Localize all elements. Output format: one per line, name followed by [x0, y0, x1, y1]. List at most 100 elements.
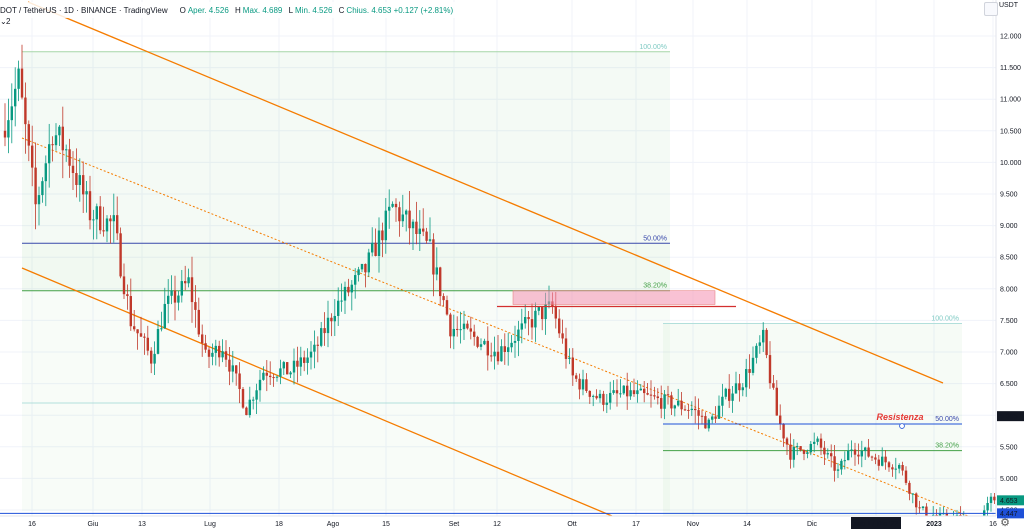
candle-body — [656, 396, 659, 399]
candle-body — [806, 452, 809, 454]
candle-body — [82, 175, 85, 195]
candle-body — [388, 206, 391, 211]
candle-body — [133, 326, 136, 330]
candle-body — [660, 398, 663, 409]
candle-body — [354, 275, 357, 285]
ohlc-values: O Aper. 4.526 H Max. 4.689 L Min. 4.526 C Ch… — [180, 6, 458, 15]
candle-body — [337, 300, 340, 316]
candle-body — [796, 446, 799, 448]
candle-body — [68, 149, 71, 166]
candle-body — [694, 408, 697, 411]
candle-body — [221, 351, 224, 358]
resistance-handle — [899, 423, 905, 429]
time-axis[interactable]: 16 Giu 13 Lug 18 Ago 15 Set 12 Ott 17 Nov 14 Dic sab 1… — [0, 515, 997, 530]
candle-body — [153, 353, 156, 364]
indicator-toggle[interactable]: ⌄2 — [0, 17, 10, 26]
fib1-zone-lower — [22, 290, 670, 511]
candle-body — [894, 468, 897, 470]
candle-body — [915, 493, 918, 508]
candle-body — [173, 290, 177, 303]
candle-body — [241, 389, 245, 408]
candle-body — [445, 300, 449, 315]
candle-body — [622, 385, 625, 394]
time-axis-bg — [0, 516, 996, 530]
time-tick-label: Dic — [807, 521, 818, 528]
chevron-down-icon[interactable]: ⌄ — [0, 17, 7, 26]
candle-body — [112, 215, 115, 222]
candle-body — [700, 415, 704, 417]
candle-body — [122, 276, 126, 295]
fullscreen-button[interactable] — [984, 2, 998, 16]
candle-body — [136, 329, 139, 334]
candle-body — [768, 355, 772, 384]
candle-body — [802, 450, 806, 454]
time-tick-label: 18 — [275, 521, 283, 528]
price-tick-label: 10.500 — [1000, 128, 1022, 135]
candle-body — [14, 88, 17, 107]
candle-body — [238, 373, 241, 390]
candle-body — [615, 390, 619, 394]
time-tick-label: 12 — [493, 521, 501, 528]
price-tag-label: 5.985 — [1000, 414, 1018, 421]
resistance-zone — [512, 290, 716, 305]
candle-body — [530, 319, 534, 328]
candle-body — [666, 394, 670, 396]
candle-body — [938, 513, 942, 517]
candle-body — [813, 441, 816, 444]
candle-body — [870, 456, 874, 458]
candle-body — [102, 230, 105, 232]
candle-body — [258, 379, 262, 391]
candle-body — [544, 304, 547, 320]
candle-body — [925, 506, 928, 517]
candle-body — [479, 344, 483, 347]
candle-body — [524, 317, 527, 324]
candle-body — [649, 394, 653, 396]
candle-body — [41, 181, 44, 196]
candle-body — [496, 351, 500, 362]
candle-body — [670, 395, 673, 409]
time-tick-label: Nov — [687, 521, 700, 528]
candle-body — [898, 465, 901, 469]
candle-body — [340, 300, 343, 302]
candle-body — [207, 349, 211, 357]
candle-body — [534, 310, 537, 328]
candle-body — [836, 469, 840, 471]
candle-body — [721, 396, 724, 406]
price-tick-label: 6.500 — [1000, 381, 1018, 388]
candle-body — [493, 351, 496, 357]
candle-body — [904, 470, 908, 483]
candle-body — [762, 329, 765, 343]
candle-body — [160, 328, 163, 330]
candle-body — [568, 357, 571, 359]
candle-body — [150, 350, 153, 364]
candle-body — [860, 450, 863, 457]
candle-body — [864, 447, 867, 451]
indicator-count: 2 — [6, 17, 11, 26]
candle-body — [418, 228, 421, 235]
candle-body — [37, 195, 41, 205]
candle-body — [323, 328, 326, 334]
time-tick-label: Giu — [88, 521, 99, 528]
candle-body — [486, 340, 489, 356]
time-tick-label: 14 — [743, 521, 751, 528]
candle-body — [75, 173, 78, 185]
time-tick-label: Ott — [567, 521, 576, 528]
price-axis[interactable]: 12.000 11.500 11.000 10.500 10.000 9.500 9.000… — [995, 0, 1024, 530]
open-label: O — [179, 5, 186, 15]
candle-body — [449, 314, 452, 337]
candle-body — [677, 400, 680, 406]
candle-body — [20, 68, 24, 98]
candle-body — [442, 296, 445, 301]
candle-body — [598, 393, 602, 399]
candle-body — [51, 144, 54, 146]
candle-body — [483, 340, 486, 345]
price-tick-label: 7.000 — [1000, 350, 1018, 357]
price-tick-label: 9.000 — [1000, 223, 1018, 230]
candle-body — [779, 415, 782, 425]
candle-body — [646, 393, 649, 395]
gear-icon[interactable]: ⚙ — [1000, 517, 1010, 529]
candle-body — [527, 317, 530, 320]
candle-body — [558, 318, 561, 334]
candle-body — [320, 328, 323, 346]
